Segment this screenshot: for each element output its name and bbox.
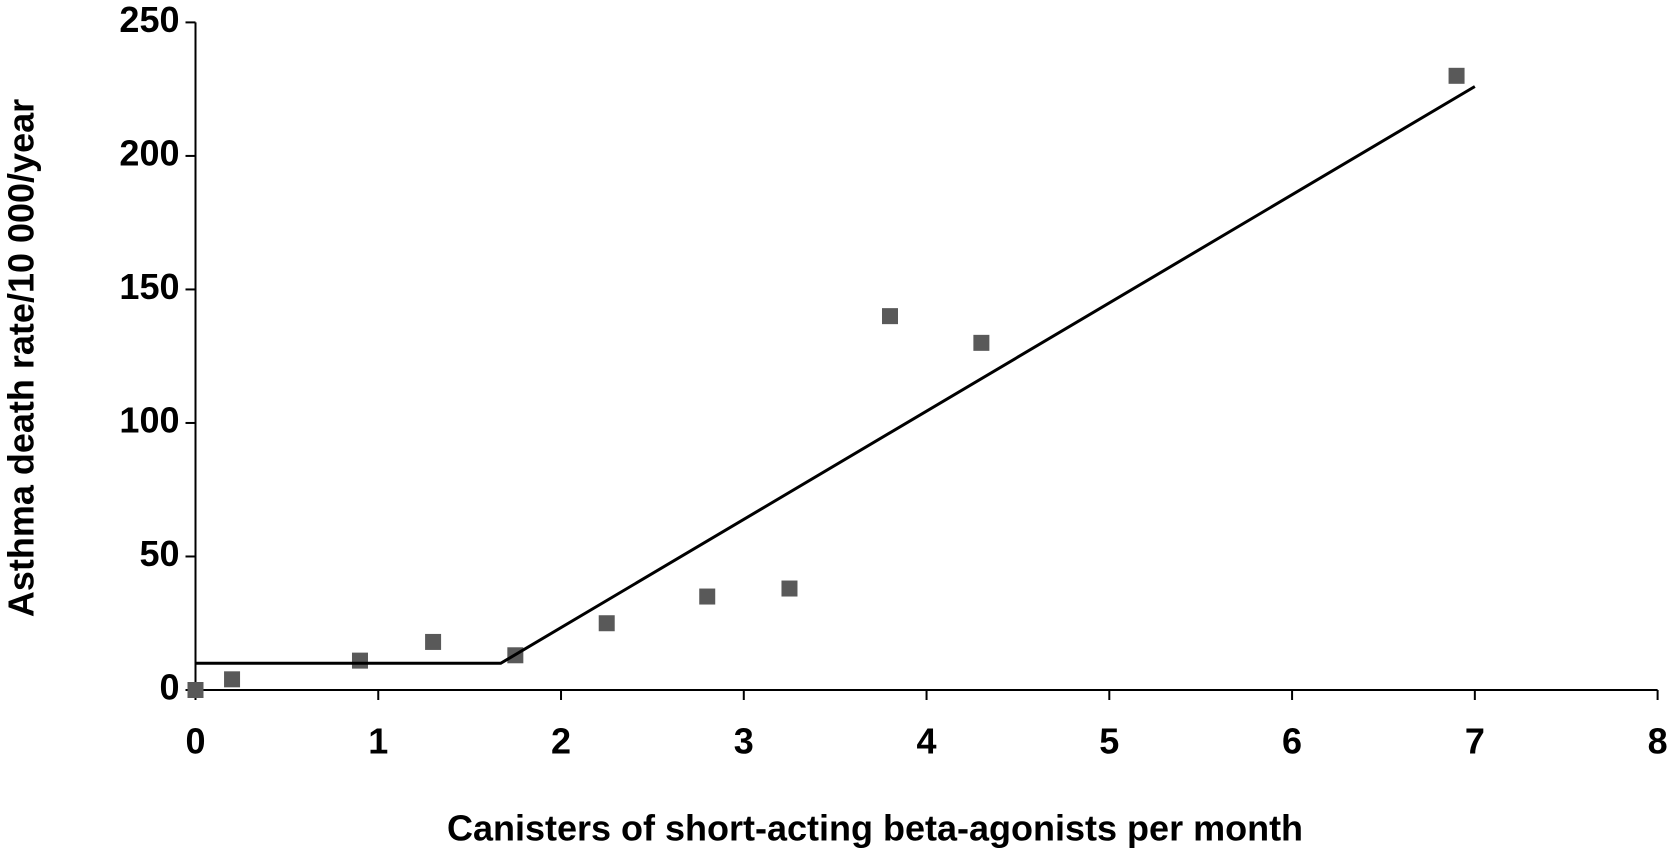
point <box>425 633 442 650</box>
y-axis-title: Asthma death rate/10 000/year <box>1 99 42 617</box>
x-tick-label: 5 <box>1099 721 1119 762</box>
x-tick-label: 7 <box>1465 721 1485 762</box>
y-tick-label: 250 <box>119 0 179 40</box>
x-tick-label: 0 <box>185 721 205 762</box>
point <box>781 580 798 597</box>
point <box>351 652 368 669</box>
x-tick-label: 3 <box>734 721 754 762</box>
point <box>187 682 204 698</box>
x-tick-label: 8 <box>1648 721 1668 762</box>
y-tick-label: 50 <box>139 533 179 574</box>
point <box>973 334 990 351</box>
x-tick-label: 2 <box>551 721 571 762</box>
y-tick-label: 100 <box>119 399 179 440</box>
point <box>1448 67 1465 84</box>
x-tick-label: 6 <box>1282 721 1302 762</box>
y-tick-label: 200 <box>119 132 179 173</box>
x-axis-title: Canisters of short-acting beta-agonists … <box>447 808 1303 849</box>
x-tick-label: 4 <box>917 721 937 762</box>
point <box>699 588 716 605</box>
fit-line <box>195 85 1476 665</box>
point <box>598 615 615 632</box>
point <box>881 308 898 325</box>
point <box>224 671 241 688</box>
y-tick-label: 150 <box>119 266 179 307</box>
y-tick-label: 0 <box>159 667 179 708</box>
x-tick-label: 1 <box>368 721 388 762</box>
